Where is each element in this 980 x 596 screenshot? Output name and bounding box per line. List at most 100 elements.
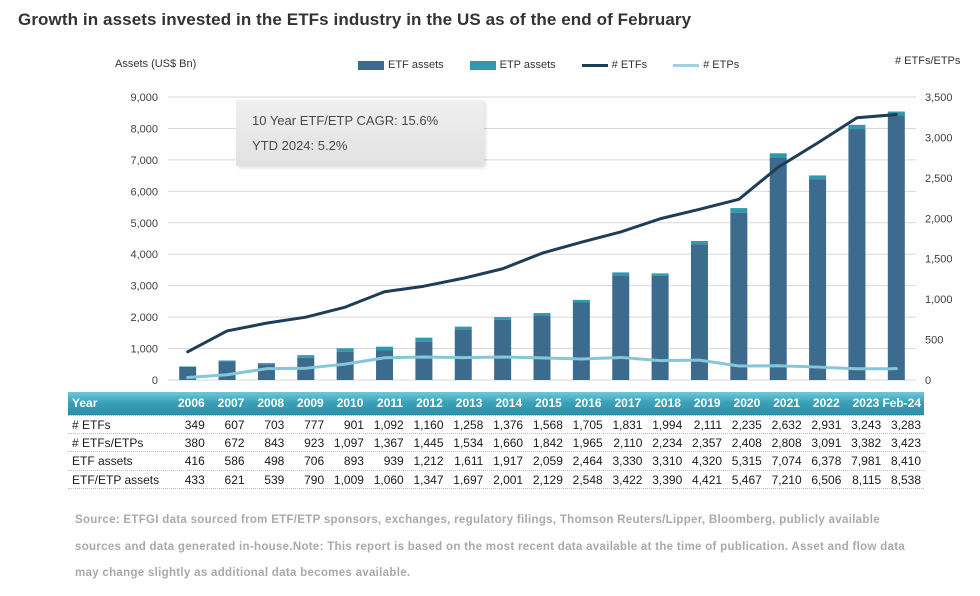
- table-header-cell: 2017: [614, 396, 642, 410]
- bar-segment-etf-assets: [376, 350, 394, 380]
- bar-segment-etp-assets: [848, 124, 866, 130]
- row-label: # ETFs: [72, 418, 111, 432]
- left-axis-tick: 8,000: [130, 123, 158, 135]
- bar-segment-etp-assets: [218, 360, 236, 362]
- table-cell: 2,111: [693, 418, 723, 432]
- table-header-cell: 2014: [495, 396, 523, 410]
- left-axis-title: Assets (US$ Bn): [115, 58, 197, 70]
- legend-item-etf-assets: ETF assets: [358, 59, 444, 71]
- right-axis-tick: 1,500: [925, 254, 953, 266]
- table-cell: 3,423: [890, 435, 921, 450]
- table-cell: 607: [224, 418, 245, 432]
- table-header-cell: 2020: [733, 396, 761, 410]
- table-cell: 2,931: [811, 418, 842, 432]
- chart-canvas: 0 1,000 2,000 3,000 4,000 5,000 6,000 7,000 8,00…: [130, 92, 953, 387]
- right-axis-tick: 3,000: [925, 132, 953, 144]
- bar-segment-etp-assets: [769, 153, 787, 158]
- table-header-cell: 2007: [217, 396, 245, 410]
- table-cell: 2,001: [493, 472, 524, 487]
- table-cell: 1,611: [454, 454, 484, 468]
- table-cell: 1,092: [373, 418, 404, 432]
- left-axis-tick: 9,000: [130, 92, 158, 104]
- left-axis-tick: 6,000: [130, 186, 158, 198]
- table-cell: 349: [184, 418, 205, 432]
- bar-swatch-icon: [469, 60, 496, 70]
- bar-segment-etp-assets: [257, 363, 275, 365]
- source-note-line-2: sources and data generated in-house.Note…: [75, 540, 906, 553]
- row-label: ETF assets: [72, 454, 133, 468]
- table-cell: 1,212: [413, 454, 444, 468]
- table-row: # ETFs 349 607 703 777 901 1,092 1,160 1,258 1,37…: [68, 415, 924, 434]
- bar-segment-etp-assets: [572, 299, 590, 303]
- table-cell: 703: [264, 418, 285, 432]
- table-cell: 2,548: [572, 472, 603, 487]
- left-axis-tick: 1,000: [130, 344, 158, 356]
- right-axis-title: # ETFs/ETPs: [895, 55, 961, 67]
- left-axis-tick: 0: [152, 375, 158, 387]
- table-cell: 8,115: [852, 472, 882, 487]
- table-header-cell: 2006: [177, 396, 205, 410]
- table-cell: 1,917: [493, 454, 524, 468]
- bar-segment-etp-assets: [690, 240, 708, 245]
- table-cell: 4,320: [692, 454, 723, 468]
- table-cell: 1,347: [413, 472, 444, 487]
- bar-segment-etp-assets: [415, 337, 433, 342]
- table-cell: 843: [264, 435, 285, 450]
- table-cell: 2,129: [532, 472, 563, 487]
- chart-legend: ETF assets ETP assets # ETFs # ETPs: [358, 59, 739, 71]
- table-cell: 1,445: [413, 435, 444, 450]
- table-cell: 539: [264, 472, 285, 487]
- table-cell: 1,994: [652, 418, 683, 432]
- table-header-cell: Feb-24: [882, 396, 921, 410]
- bar-segment-etp-assets: [494, 317, 512, 320]
- table-cell: 7,210: [771, 472, 802, 487]
- table-cell: 672: [224, 435, 245, 450]
- table-row: ETF assets 416 586 498 706 893 939 1,212 1,611 1,…: [68, 452, 924, 471]
- bar-segment-etp-assets: [730, 208, 748, 213]
- legend-item-etps: # ETPs: [673, 59, 739, 71]
- table-cell: 1,831: [612, 418, 643, 432]
- table-cell: 2,110: [613, 435, 643, 450]
- right-axis-tick: 0: [925, 375, 931, 387]
- table-cell: 939: [383, 454, 404, 468]
- table-header-row: Year 2006 2007 2008 2009 2010 2011 2012 2013 2014…: [68, 392, 924, 415]
- table-cell: 4,421: [692, 472, 723, 487]
- table-cell: 790: [304, 472, 325, 487]
- table-cell: 1,697: [453, 472, 484, 487]
- bar-segment-etp-assets: [376, 346, 394, 351]
- bar-segment-etf-assets: [494, 319, 512, 380]
- table-cell: 1,060: [373, 472, 404, 487]
- source-note-line-1: Source: ETFGI data sourced from ETF/ETP …: [75, 514, 880, 526]
- table-cell: 3,310: [652, 454, 683, 468]
- bar-segment-etf-assets: [887, 115, 905, 381]
- bar-segment-etf-assets: [612, 275, 630, 380]
- table-cell: 1,705: [572, 418, 603, 432]
- legend-label: ETF assets: [388, 59, 444, 71]
- table-cell: 901: [343, 418, 364, 432]
- table-row: ETF/ETP assets 433 621 539 790 1,009 1,060 1,34…: [68, 471, 924, 489]
- table-cell: 1,568: [532, 418, 563, 432]
- table-cell: 1,842: [532, 435, 563, 450]
- table-cell: 5,467: [731, 472, 762, 487]
- table-header-cell: 2010: [336, 396, 364, 410]
- table-cell: 586: [224, 454, 245, 468]
- bar-segment-etf-assets: [218, 361, 236, 380]
- bar-segment-etp-assets: [336, 348, 354, 352]
- table-cell: 6,506: [811, 472, 842, 487]
- bar-segment-etf-assets: [415, 341, 433, 380]
- table-cell: 380: [184, 435, 205, 450]
- bar-segment-etf-assets: [257, 364, 275, 380]
- cagr-annotation: 10 Year ETF/ETP CAGR: 15.6% YTD 2024: 5.…: [236, 100, 484, 166]
- table-header-cell: 2021: [773, 396, 800, 410]
- table-cell: 893: [343, 454, 364, 468]
- table-cell: 2,808: [771, 435, 802, 450]
- bar-segment-etp-assets: [809, 175, 827, 180]
- table-cell: 1,965: [572, 435, 603, 450]
- right-axis-tick: 2,500: [925, 173, 953, 185]
- table-cell: 2,357: [692, 435, 723, 450]
- bar-segment-etf-assets: [651, 275, 669, 380]
- bar-segment-etf-assets: [809, 179, 827, 380]
- table-cell: 3,390: [652, 472, 683, 487]
- table-cell: 3,091: [811, 435, 842, 450]
- bar-segment-etf-assets: [769, 157, 787, 380]
